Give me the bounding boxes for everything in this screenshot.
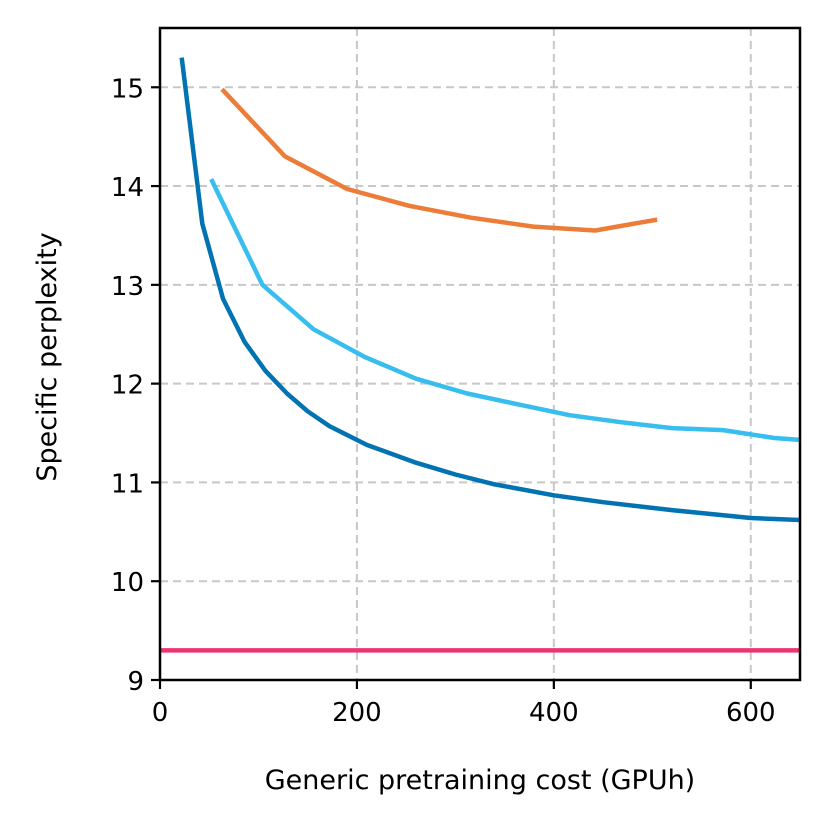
y-axis-label: Specific perplexity [32, 232, 63, 481]
plot-frame [158, 26, 802, 682]
y-tick-label-10: 10 [111, 568, 144, 598]
y-tick-label-11: 11 [111, 469, 144, 499]
axes-layer [158, 26, 802, 682]
x-axis-label: Generic pretraining cost (GPUh) [265, 765, 695, 796]
x-tick-label-600: 600 [726, 698, 776, 728]
x-tick-label-0: 0 [152, 698, 169, 728]
y-tick-label-13: 13 [111, 272, 144, 302]
x-tick-label-200: 200 [332, 698, 382, 728]
grid-layer [160, 28, 800, 680]
y-tick-label-12: 12 [111, 371, 144, 401]
series-line-series-dark-blue [179, 57, 801, 523]
series-line-series-light-blue [209, 178, 801, 443]
y-tick-label-9: 9 [127, 667, 144, 697]
series-line-series-orange [220, 87, 658, 233]
y-tick-label-14: 14 [111, 173, 144, 203]
series-layer [160, 57, 801, 653]
ticks-layer: 0 200 400 600 9 10 11 12 13 14 15 [111, 74, 776, 728]
x-tick-label-400: 400 [529, 698, 579, 728]
y-tick-label-15: 15 [111, 74, 144, 104]
